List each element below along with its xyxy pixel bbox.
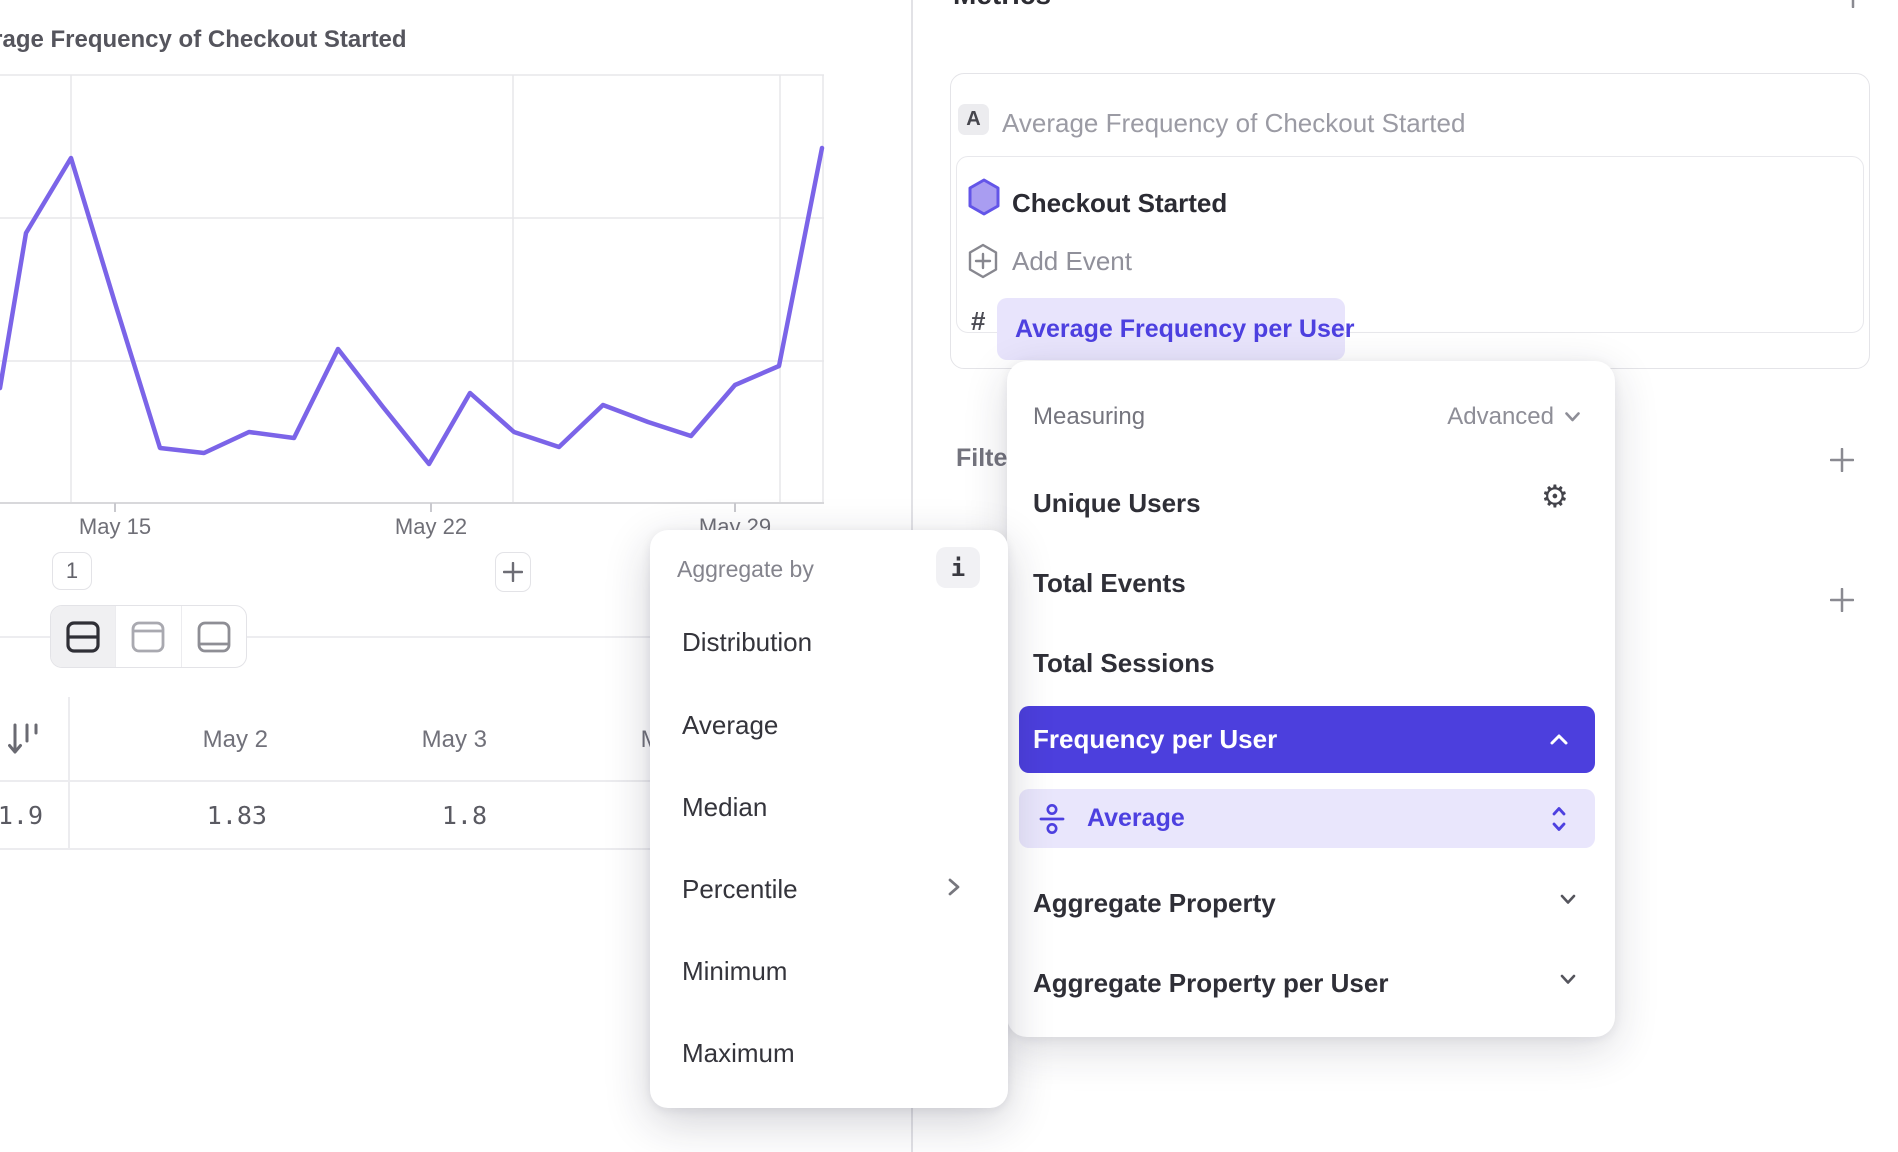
numeric-type-symbol: # [971,306,986,336]
unfold-chevrons-icon [1552,806,1566,831]
split-horizontal-icon [66,620,100,653]
layout-toggle-group [50,605,247,668]
layout-top-bar-button[interactable] [116,606,182,667]
event-name[interactable]: Checkout Started [1012,188,1228,218]
menu-item-frequency-per-user-selected[interactable]: Frequency per User [1019,706,1595,773]
table-cell: 1.8 [441,801,487,830]
metrics-section-title: Metrics [953,0,1051,10]
chart-title: Average Frequency of Checkout Started [0,26,407,53]
table-header-cell[interactable]: May 3 [421,726,487,753]
advanced-mode-dropdown[interactable]: Advanced [1447,403,1581,431]
trend-line[interactable] [0,145,825,467]
table-header-cell[interactable]: May 2 [202,726,268,753]
add-annotation-button[interactable] [495,552,531,592]
menu-item-median[interactable]: Median [682,792,768,822]
advanced-mode-label: Advanced [1447,403,1554,430]
chevron-down-icon[interactable] [1559,893,1577,906]
chevron-right-icon [948,878,960,896]
menu-item-maximum[interactable]: Maximum [682,1038,795,1068]
average-subitem-label: Average [1087,804,1185,832]
table-bottom-border [0,848,912,850]
average-divide-icon [1039,803,1065,834]
plus-icon [1851,0,1855,8]
info-icon[interactable]: i [936,547,980,588]
aggregate-by-menu: Aggregate by i Distribution Average Medi… [650,530,1008,1108]
metric-title-input[interactable]: Average Frequency of Checkout Started [1002,108,1466,138]
add-filter-button[interactable] [1830,448,1854,472]
menu-subitem-average-selected[interactable]: Average [1019,789,1595,848]
x-tick-label: May 15 [78,514,152,539]
table-cell: 1.83 [206,801,267,830]
menu-item-percentile[interactable]: Percentile [682,874,798,904]
chevron-down-icon[interactable] [1559,973,1577,986]
aggregate-by-header: Aggregate by [677,556,814,582]
measuring-menu: Measuring Advanced Unique Users ⚙︎ Total… [1007,361,1615,1037]
top-bar-icon [132,621,165,652]
metric-letter-badge: A [958,104,989,135]
event-hexagon-icon [967,177,1001,217]
add-breakdown-button[interactable] [1830,588,1854,612]
section-divider [0,636,912,638]
x-tick-label: May 22 [394,514,468,539]
add-event-label[interactable]: Add Event [1012,246,1132,276]
plus-icon [1830,448,1854,472]
menu-item-total-events[interactable]: Total Events [1033,568,1186,598]
layout-split-horizontal-button[interactable] [51,606,117,667]
measuring-menu-header: Measuring [1033,403,1146,430]
line-chart [0,74,825,512]
menu-item-average[interactable]: Average [682,710,779,740]
menu-item-aggregate-property[interactable]: Aggregate Property [1033,888,1276,918]
add-event-icon[interactable] [967,242,999,280]
series-count-chip[interactable]: 1 [52,552,92,590]
plus-icon [1830,588,1854,612]
table-row-divider [0,780,912,782]
table-cell: 1.9 [0,801,43,830]
menu-item-distribution[interactable]: Distribution [682,627,813,657]
plus-icon [503,562,523,582]
menu-item-minimum[interactable]: Minimum [682,956,788,986]
layout-bottom-bar-button[interactable] [182,606,246,667]
menu-item-unique-users[interactable]: Unique Users [1033,488,1201,518]
menu-item-aggregate-property-per-user[interactable]: Aggregate Property per User [1033,968,1389,998]
sort-descending-icon[interactable] [8,722,40,758]
selected-item-label: Frequency per User [1033,724,1278,754]
menu-item-total-sessions[interactable]: Total Sessions [1033,648,1215,678]
bottom-bar-icon [197,621,231,652]
gear-icon[interactable]: ⚙︎ [1541,479,1569,514]
measurement-dropdown-label: Average Frequency per User [1015,314,1355,343]
chevron-down-icon [1565,412,1580,422]
add-metric-button[interactable] [1841,0,1865,8]
table-column-divider [68,697,70,849]
measurement-dropdown[interactable]: Average Frequency per User [997,298,1355,360]
chevron-up-icon [1550,734,1568,745]
